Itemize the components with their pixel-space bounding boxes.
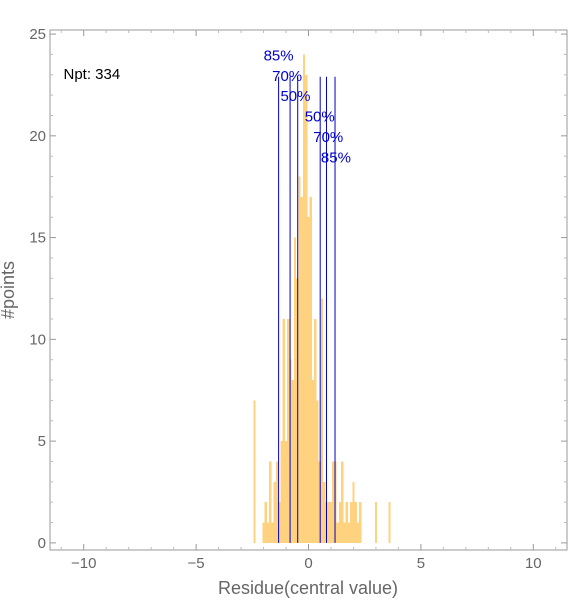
histogram-bar bbox=[345, 502, 348, 543]
histogram-bar bbox=[302, 54, 306, 543]
npt-count-label: Npt: 334 bbox=[63, 66, 120, 83]
y-tick-label: 10 bbox=[29, 331, 46, 348]
y-tick-label: 15 bbox=[29, 230, 46, 247]
tick-labels: −10 −5 0 5 10 0 5 10 15 20 25 bbox=[29, 26, 541, 572]
histogram-bar bbox=[347, 522, 351, 543]
x-tick-label: −10 bbox=[71, 555, 96, 572]
quantile-percent-label: 85% bbox=[321, 149, 351, 166]
histogram-bar bbox=[305, 74, 308, 543]
histogram-bar bbox=[300, 196, 303, 543]
histogram-bar bbox=[374, 502, 378, 543]
histogram-bar bbox=[309, 196, 312, 543]
histogram-bar bbox=[327, 502, 330, 543]
histogram-bar bbox=[329, 502, 333, 543]
histogram-bar bbox=[269, 461, 272, 543]
histogram-bar bbox=[262, 522, 265, 543]
x-tick-label: 0 bbox=[304, 555, 312, 572]
histogram-bar bbox=[352, 481, 355, 543]
histogram-bar bbox=[291, 380, 294, 543]
histogram-bar bbox=[280, 441, 283, 543]
y-axis-title: #points bbox=[0, 261, 18, 319]
x-tick-label: 5 bbox=[417, 555, 425, 572]
histogram-bar bbox=[311, 380, 315, 543]
y-tick-label: 20 bbox=[29, 128, 46, 145]
histogram-bar bbox=[273, 481, 276, 543]
y-tick-label: 5 bbox=[38, 433, 46, 450]
quantile-percent-label: 50% bbox=[305, 109, 335, 126]
histogram-bar bbox=[320, 298, 324, 543]
histogram-bar bbox=[341, 461, 344, 543]
quantile-percent-label: 85% bbox=[264, 48, 294, 65]
x-axis-title: Residue(central value) bbox=[218, 578, 398, 598]
histogram-bar bbox=[298, 176, 301, 543]
histogram-bar bbox=[264, 502, 267, 543]
histogram-bar bbox=[336, 522, 339, 543]
histogram-bar bbox=[343, 522, 346, 543]
x-tick-label: 10 bbox=[525, 555, 542, 572]
histogram-bar bbox=[332, 461, 335, 543]
histogram-bar bbox=[314, 319, 317, 543]
histogram-bar bbox=[350, 502, 353, 543]
histogram-bar bbox=[338, 502, 342, 543]
x-tick-label: −5 bbox=[188, 555, 205, 572]
histogram-bar bbox=[266, 522, 270, 543]
histogram-bar bbox=[278, 502, 281, 543]
histogram-bar bbox=[359, 502, 362, 543]
quantile-percent-label: 70% bbox=[272, 68, 302, 85]
histogram-bar bbox=[271, 522, 274, 543]
histogram-bar bbox=[388, 502, 391, 543]
histogram-bar bbox=[287, 319, 290, 543]
y-tick-label: 0 bbox=[38, 535, 46, 552]
quantile-percent-label: 50% bbox=[280, 88, 310, 105]
quantile-percent-label: 70% bbox=[313, 129, 343, 146]
histogram-bar bbox=[284, 441, 288, 543]
histogram-bars bbox=[253, 54, 391, 543]
histogram-bar bbox=[323, 481, 326, 543]
annotations: Npt: 334 85% 70% 50% 50% 70% 85% bbox=[63, 48, 350, 167]
histogram-bar bbox=[307, 217, 310, 543]
histogram-bar bbox=[253, 400, 256, 543]
histogram-bar bbox=[354, 502, 357, 543]
histogram-bar bbox=[316, 400, 319, 543]
histogram-bar bbox=[275, 461, 279, 543]
histogram-bar bbox=[293, 237, 297, 543]
y-tick-label: 25 bbox=[29, 26, 46, 43]
axis-ticks bbox=[50, 30, 567, 550]
histogram-bar bbox=[282, 319, 285, 543]
histogram-bar bbox=[356, 522, 360, 543]
quantile-lines bbox=[278, 76, 336, 543]
